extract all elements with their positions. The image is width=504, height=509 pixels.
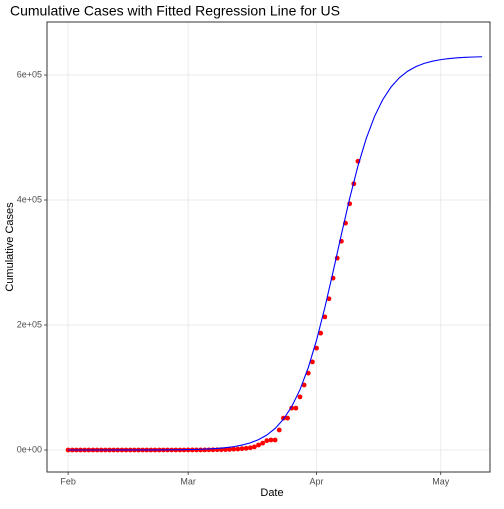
data-point (198, 447, 204, 453)
x-axis-title: Date (260, 487, 283, 499)
y-axis-title: Cumulative Cases (4, 202, 16, 292)
data-point (276, 427, 282, 433)
data-point (252, 444, 257, 450)
data-point (194, 447, 199, 453)
data-point (231, 446, 237, 452)
data-point (301, 382, 307, 388)
x-tick-label: Feb (60, 476, 76, 486)
data-point (247, 445, 253, 451)
data-point (293, 405, 299, 411)
data-point (235, 446, 241, 452)
y-tick-label: 6e+05 (17, 69, 42, 79)
data-point (264, 438, 270, 444)
data-point (314, 345, 319, 351)
data-point (243, 445, 249, 451)
data-point (272, 437, 278, 443)
data-point (227, 446, 232, 452)
chart-title: Cumulative Cases with Fitted Regression … (10, 3, 340, 19)
x-tick-label: May (432, 476, 450, 486)
data-point (239, 446, 245, 452)
y-tick-label: 0e+00 (17, 444, 42, 454)
data-point (206, 447, 212, 453)
data-point (318, 330, 324, 336)
data-point (202, 447, 208, 453)
x-tick-label: Mar (180, 476, 196, 486)
x-tick-label: Apr (310, 476, 324, 486)
data-point (285, 415, 290, 421)
data-point (322, 314, 328, 320)
data-point (309, 359, 315, 365)
data-point (268, 437, 274, 443)
data-point (326, 296, 332, 302)
data-point (297, 394, 303, 400)
data-point (260, 440, 266, 446)
y-tick-label: 2e+05 (17, 319, 42, 329)
panel-border (46, 21, 491, 473)
y-tick-label: 4e+05 (17, 194, 42, 204)
data-point (256, 442, 261, 448)
fitted-line (68, 56, 483, 451)
data-point (223, 447, 228, 452)
